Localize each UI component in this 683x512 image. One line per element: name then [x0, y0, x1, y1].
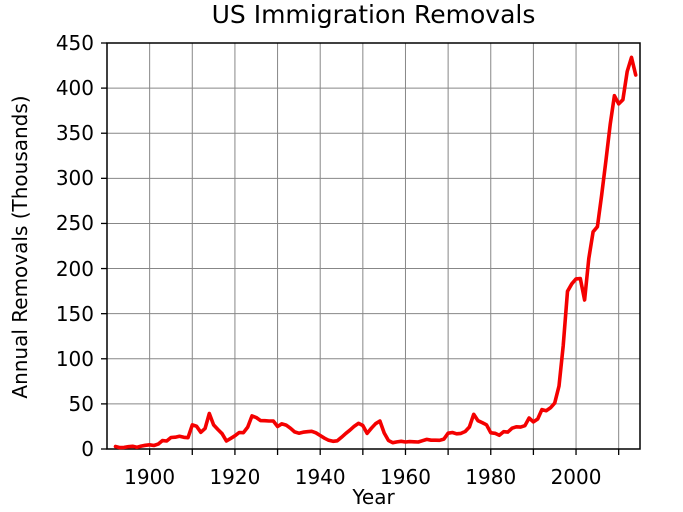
gridlines: [107, 43, 640, 449]
axis-tick-marks: [101, 42, 620, 455]
y-tick-label: 200: [55, 256, 94, 281]
x-tick-label: 2000: [550, 465, 602, 489]
removals-line-series: [113, 55, 638, 450]
x-axis-label: Year: [352, 485, 395, 509]
y-axis-label: Annual Removals (Thousands): [8, 95, 32, 399]
y-tick-label: 250: [55, 211, 94, 236]
x-tick-label: 1960: [380, 465, 431, 489]
y-tick-label: 150: [55, 301, 94, 326]
y-tick-label: 350: [55, 121, 94, 146]
y-tick-label: 450: [55, 31, 94, 55]
y-tick-label: 100: [55, 346, 94, 371]
chart-title: US Immigration Removals: [211, 0, 536, 29]
x-tick-label: 1920: [209, 465, 261, 489]
y-tick-label: 50: [68, 391, 94, 416]
y-tick-label: 400: [55, 76, 94, 101]
y-tick-label: 0: [81, 437, 94, 461]
axes-spines: [106, 42, 641, 450]
x-tick-label: 1940: [294, 465, 346, 489]
y-tick-label: 300: [55, 166, 94, 191]
x-tick-label: 1980: [465, 465, 517, 489]
plot-border: [106, 42, 641, 450]
x-tick-label: 1900: [124, 465, 176, 489]
data-series-layer: [113, 55, 638, 450]
